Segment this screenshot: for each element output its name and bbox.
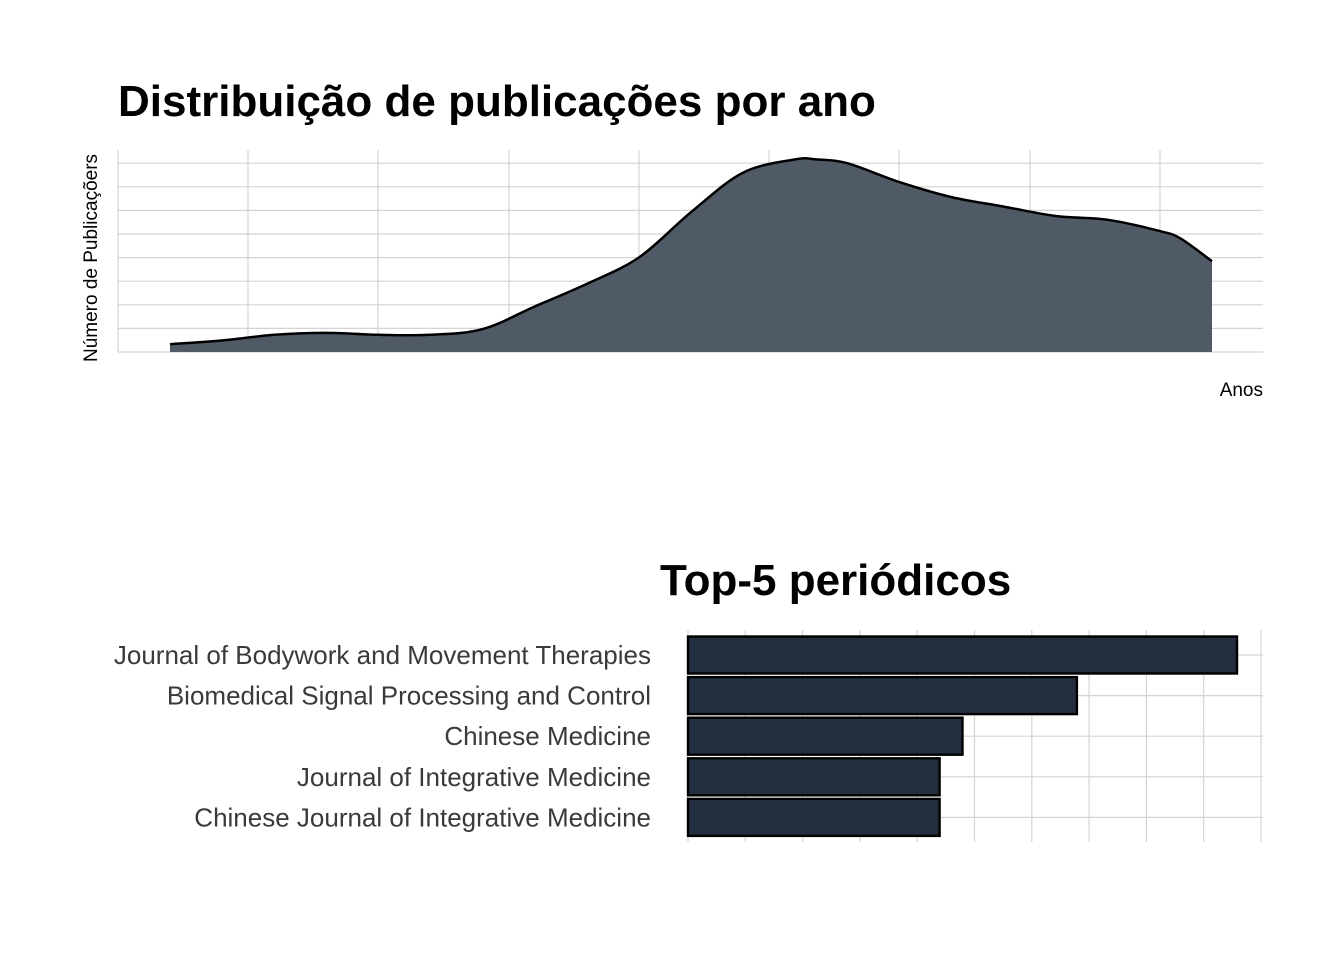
bar-category-label: Chinese Journal of Integrative Medicine: [194, 802, 651, 832]
bar: [686, 675, 1079, 716]
density-chart: Distribuição de publicações por ano Anos…: [81, 77, 1263, 401]
bar-chart: Top-5 periódicos Journal of Bodywork and…: [114, 556, 1263, 842]
density-x-axis-label: Anos: [1220, 380, 1263, 401]
density-title: Distribuição de publicações por ano: [118, 77, 876, 126]
bar: [686, 797, 941, 838]
bars: [686, 635, 1239, 838]
density-area: [170, 158, 1212, 352]
bar-title: Top-5 periódicos: [660, 556, 1011, 605]
bar: [686, 716, 964, 756]
density-line: [169, 157, 1213, 346]
bar-category-labels: Journal of Bodywork and Movement Therapi…: [114, 640, 651, 832]
bar: [686, 635, 1239, 675]
bar-category-label: Journal of Integrative Medicine: [297, 762, 651, 792]
density-y-axis-label: Número de Publicaçõers: [81, 154, 102, 362]
bar-category-label: Biomedical Signal Processing and Control: [167, 681, 651, 711]
bar-category-label: Chinese Medicine: [444, 721, 651, 751]
bar: [686, 757, 941, 797]
bar-category-label: Journal of Bodywork and Movement Therapi…: [114, 640, 651, 670]
